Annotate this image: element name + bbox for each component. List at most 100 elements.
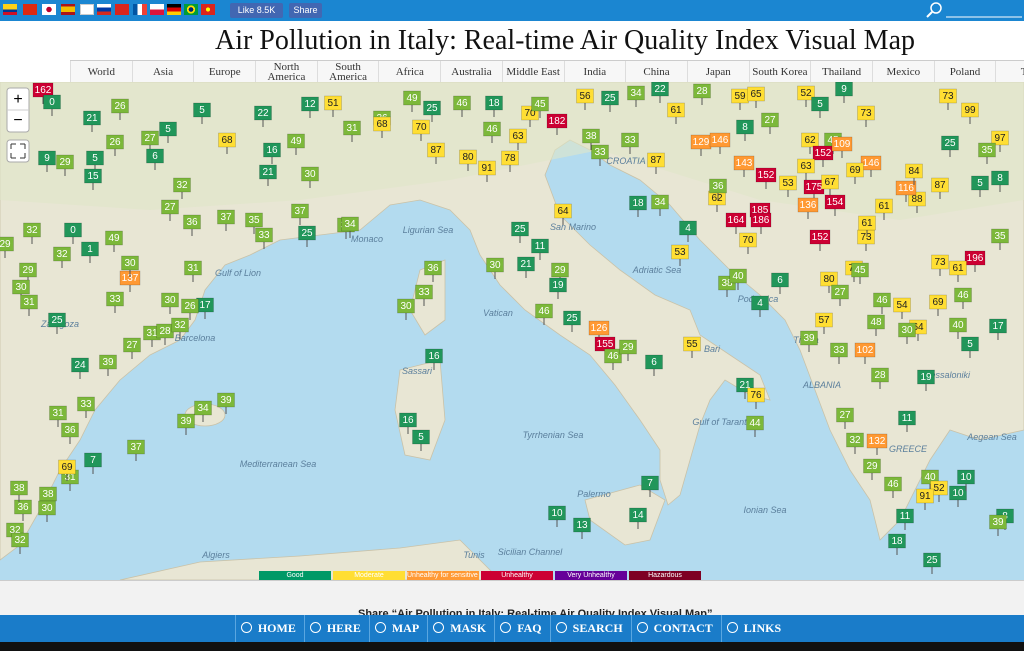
aqi-marker[interactable] [896,508,914,524]
aqi-marker[interactable] [546,113,568,129]
aqi-marker[interactable] [48,312,66,328]
aqi-marker[interactable] [171,317,189,333]
nav-item[interactable]: MAP [368,615,427,642]
aqi-marker[interactable] [629,507,647,523]
aqi-marker[interactable] [71,357,89,373]
aqi-marker[interactable] [991,130,1009,146]
aqi-marker[interactable] [531,96,549,112]
aqi-marker[interactable] [971,175,989,191]
aqi-marker[interactable] [949,260,967,276]
aqi-marker[interactable] [871,367,889,383]
share-button[interactable]: Share [289,3,322,18]
aqi-marker[interactable] [373,116,391,132]
aqi-marker[interactable] [58,459,76,475]
aqi-marker[interactable] [161,199,179,215]
search[interactable] [924,0,1024,21]
zoom-control[interactable]: + − [6,87,30,163]
aqi-marker[interactable] [38,500,56,516]
aqi-marker[interactable] [908,191,926,207]
region-tab[interactable]: Tu [995,61,1024,83]
aqi-marker[interactable] [11,532,29,548]
aqi-marker[interactable] [53,246,71,262]
aqi-marker[interactable] [245,212,263,228]
aqi-marker[interactable] [99,354,117,370]
aqi-marker[interactable] [423,100,441,116]
aqi-marker[interactable] [836,407,854,423]
flag[interactable] [3,4,17,15]
aqi-marker[interactable] [184,260,202,276]
aqi-marker[interactable] [301,96,319,112]
aqi-marker[interactable] [751,295,769,311]
aqi-marker[interactable] [573,517,591,533]
aqi-marker[interactable] [181,298,199,314]
aqi-marker[interactable] [949,317,967,333]
aqi-marker[interactable] [141,130,159,146]
aqi-marker[interactable] [755,167,777,183]
aqi-marker[interactable] [64,222,82,238]
aqi-marker[interactable] [106,291,124,307]
aqi-marker[interactable] [693,83,711,99]
aqi-marker[interactable] [20,294,38,310]
aqi-marker[interactable] [412,119,430,135]
aqi-marker[interactable] [888,533,906,549]
aqi-marker[interactable] [23,222,41,238]
aqi-marker[interactable] [683,336,701,352]
aqi-marker[interactable] [651,82,669,97]
flag[interactable] [42,4,56,15]
aqi-marker[interactable] [483,121,501,137]
aqi-marker[interactable] [905,163,923,179]
aqi-marker[interactable] [582,128,600,144]
aqi-marker[interactable] [736,119,754,135]
aqi-marker[interactable] [846,162,864,178]
aqi-marker[interactable] [800,330,818,346]
aqi-marker[interactable] [425,348,443,364]
aqi-marker[interactable] [898,322,916,338]
aqi-marker[interactable] [747,387,765,403]
region-tab[interactable]: Middle East [501,61,564,83]
aqi-marker[interactable] [931,254,949,270]
aqi-marker[interactable] [177,413,195,429]
region-tab[interactable]: Japan [686,61,749,83]
aqi-marker[interactable] [797,197,819,213]
aqi-marker[interactable] [884,476,902,492]
region-tab[interactable]: Australia [440,61,502,83]
region-tab[interactable]: South America [316,61,379,83]
aqi-marker[interactable] [747,86,765,102]
aqi-marker[interactable] [815,312,833,328]
aqi-marker[interactable] [875,198,893,214]
aqi-marker[interactable] [830,342,848,358]
aqi-marker[interactable] [486,257,504,273]
aqi-marker[interactable] [551,262,569,278]
aqi-marker[interactable] [931,177,949,193]
aqi-marker[interactable] [84,452,102,468]
aqi-marker[interactable] [831,284,849,300]
aqi-marker[interactable] [954,287,972,303]
aqi-marker[interactable] [641,475,659,491]
like-button[interactable]: Like 8.5K [230,3,283,18]
aqi-marker[interactable] [957,469,975,485]
aqi-marker[interactable] [854,342,876,358]
region-tab[interactable]: Europe [193,61,255,83]
aqi-marker[interactable] [173,177,191,193]
aqi-marker[interactable] [866,433,888,449]
aqi-marker[interactable] [761,112,779,128]
aqi-marker[interactable] [750,212,772,228]
aqi-marker[interactable] [298,225,316,241]
aqi-marker[interactable] [651,194,669,210]
aqi-marker[interactable] [916,488,934,504]
aqi-marker[interactable] [287,133,305,149]
aqi-marker[interactable] [961,102,979,118]
aqi-marker[interactable] [797,85,815,101]
aqi-marker[interactable] [485,95,503,111]
aqi-marker[interactable] [964,250,986,266]
aqi-marker[interactable] [921,469,939,485]
aqi-marker[interactable] [61,422,79,438]
aqi-marker[interactable] [19,262,37,278]
aqi-marker[interactable] [427,142,445,158]
aqi-marker[interactable] [863,458,881,474]
aqi-marker[interactable] [453,95,471,111]
aqi-marker[interactable] [809,229,831,245]
nav-item[interactable]: FAQ [494,615,549,642]
aqi-marker[interactable] [531,238,549,254]
aqi-marker[interactable] [729,268,747,284]
